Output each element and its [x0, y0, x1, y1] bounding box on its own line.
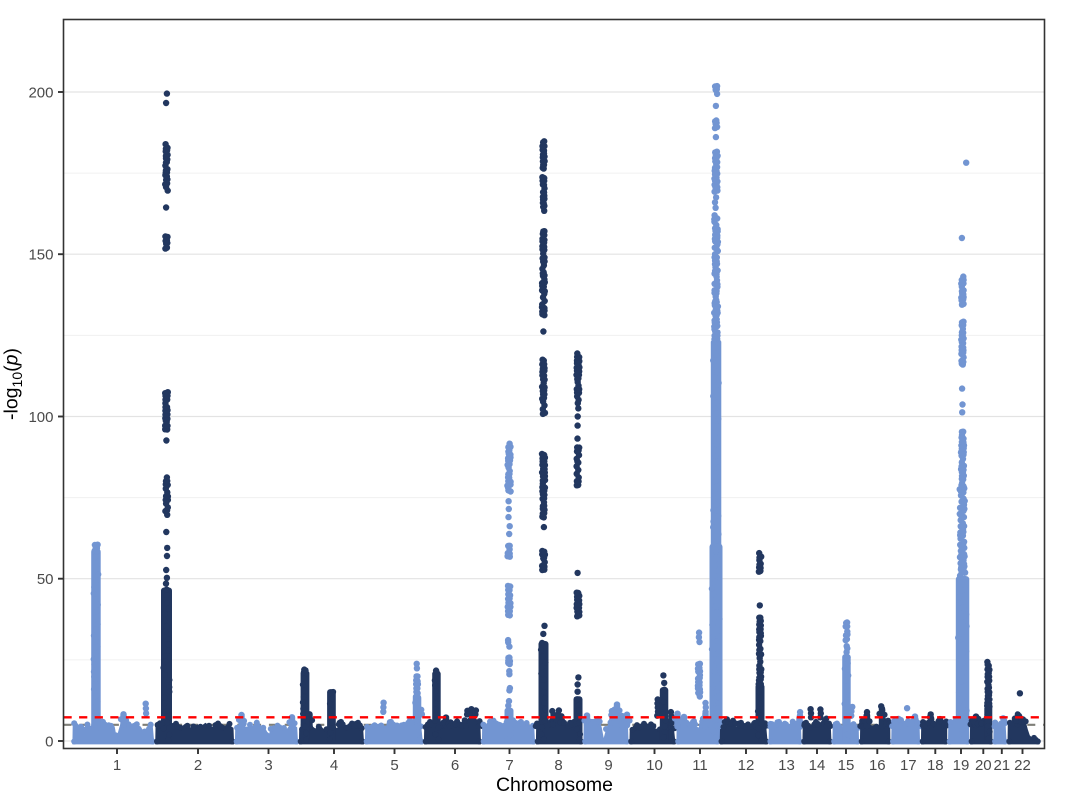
svg-text:5: 5 [390, 757, 398, 774]
svg-text:Chromosome: Chromosome [496, 774, 613, 796]
svg-text:200: 200 [28, 84, 53, 101]
svg-text:19: 19 [953, 757, 970, 774]
svg-text:21: 21 [993, 757, 1010, 774]
svg-text:15: 15 [838, 757, 855, 774]
svg-text:3: 3 [264, 757, 272, 774]
svg-text:4: 4 [330, 757, 338, 774]
svg-text:20: 20 [975, 757, 992, 774]
svg-text:50: 50 [37, 571, 54, 588]
svg-text:17: 17 [900, 757, 917, 774]
svg-text:16: 16 [869, 757, 886, 774]
svg-text:22: 22 [1014, 757, 1031, 774]
svg-text:8: 8 [554, 757, 562, 774]
svg-text:10: 10 [646, 757, 663, 774]
svg-text:13: 13 [778, 757, 795, 774]
svg-text:0: 0 [45, 733, 53, 750]
svg-text:150: 150 [28, 247, 53, 264]
svg-text:2: 2 [194, 757, 202, 774]
svg-text:6: 6 [451, 757, 459, 774]
svg-text:12: 12 [738, 757, 755, 774]
svg-text:7: 7 [505, 757, 513, 774]
svg-text:9: 9 [604, 757, 612, 774]
svg-text:100: 100 [28, 409, 53, 426]
svg-text:11: 11 [692, 757, 708, 774]
svg-text:18: 18 [927, 757, 944, 774]
svg-text:1: 1 [113, 757, 121, 774]
svg-text:14: 14 [809, 757, 826, 774]
